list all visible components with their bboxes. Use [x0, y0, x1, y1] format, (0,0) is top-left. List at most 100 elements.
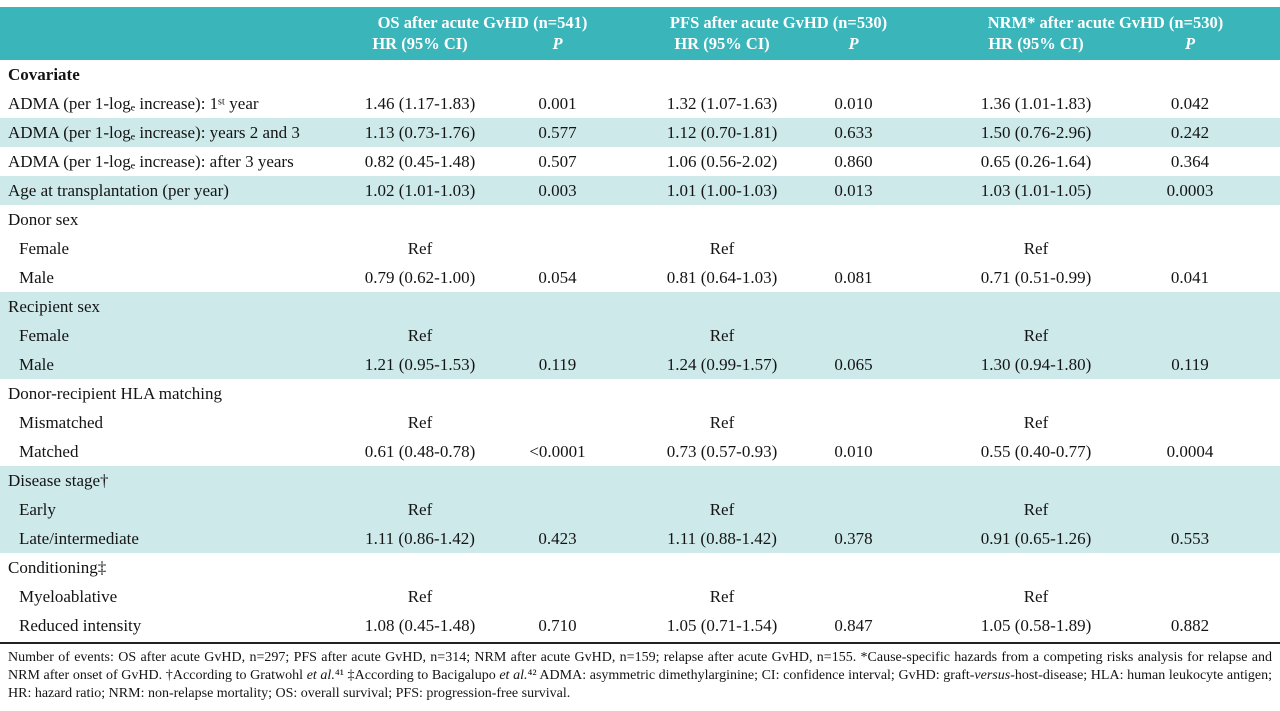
- pfs-hr-cell: 1.24 (0.99-1.57): [666, 354, 778, 374]
- nrm-hr-cell: 1.50 (0.76-2.96): [980, 122, 1092, 142]
- table-row: Age at transplantation (per year) 1.02 (…: [0, 176, 1280, 205]
- nrm-p-cell: 0.553: [1170, 528, 1210, 548]
- row-label: Donor-recipient HLA matching: [8, 383, 222, 403]
- nrm-hr-cell: 0.65 (0.26-1.64): [980, 151, 1092, 171]
- table-row: Male 1.21 (0.95-1.53) 0.119 1.24 (0.99-1…: [0, 350, 1280, 379]
- os-hr-cell: Ref: [407, 586, 433, 606]
- table-row: Reduced intensity 1.08 (0.45-1.48) 0.710…: [0, 611, 1280, 640]
- pfs-hr-cell: 1.05 (0.71-1.54): [666, 615, 778, 635]
- os-hr-header: HR (95% CI): [372, 34, 468, 53]
- nrm-p-cell: 0.242: [1170, 122, 1210, 142]
- os-hr-cell: 0.79 (0.62-1.00): [364, 267, 476, 287]
- table-row-group-conditioning: Conditioning‡: [0, 553, 1280, 582]
- table-row: ADMA (per 1-logₑ increase): after 3 year…: [0, 147, 1280, 176]
- pfs-hr-cell: 1.01 (1.00-1.03): [666, 180, 778, 200]
- row-label: Reduced intensity: [19, 615, 142, 635]
- os-hr-cell: 0.61 (0.48-0.78): [364, 441, 476, 461]
- nrm-hr-cell: Ref: [1023, 238, 1049, 258]
- pfs-hr-cell: Ref: [709, 325, 735, 345]
- table-row: Matched 0.61 (0.48-0.78) <0.0001 0.73 (0…: [0, 437, 1280, 466]
- nrm-hr-cell: 1.03 (1.01-1.05): [980, 180, 1092, 200]
- pfs-p-cell: 0.378: [834, 528, 873, 548]
- nrm-p-cell: 0.0003: [1166, 180, 1214, 200]
- pfs-hr-cell: 1.11 (0.88-1.42): [667, 528, 777, 548]
- table-row: Late/intermediate 1.11 (0.86-1.42) 0.423…: [0, 524, 1280, 553]
- pfs-hr-cell: 0.73 (0.57-0.93): [666, 441, 778, 461]
- nrm-hr-cell: 0.71 (0.51-0.99): [980, 267, 1092, 287]
- table-row: Mismatched Ref Ref Ref: [0, 408, 1280, 437]
- os-p-header: P: [552, 34, 563, 53]
- table-body: Covariate ADMA (per 1-logₑ increase): 1ˢ…: [0, 60, 1280, 640]
- table-row-group-recipient-sex: Recipient sex: [0, 292, 1280, 321]
- os-p-cell: 0.003: [538, 180, 577, 200]
- os-p-cell: 0.054: [538, 267, 577, 287]
- footnote-text: ⁴² ADMA: asymmetric dimethylarginine; CI…: [527, 668, 975, 683]
- os-hr-cell: Ref: [407, 412, 433, 432]
- os-p-cell: 0.119: [538, 354, 577, 374]
- col-group-os: OS after acute GvHD (n=541): [377, 13, 588, 32]
- os-hr-cell: 0.82 (0.45-1.48): [364, 151, 476, 171]
- footnote-etal: et al.: [306, 668, 335, 683]
- nrm-hr-cell: 0.91 (0.65-1.26): [980, 528, 1092, 548]
- pfs-hr-cell: Ref: [709, 238, 735, 258]
- nrm-p-cell: 0.041: [1170, 267, 1210, 287]
- table-row-covariate: Covariate: [0, 60, 1280, 89]
- footnote-versus: versus: [974, 668, 1011, 683]
- pfs-p-cell: 0.860: [834, 151, 873, 171]
- nrm-p-cell: 0.0004: [1166, 441, 1214, 461]
- table-row-group-donor-sex: Donor sex: [0, 205, 1280, 234]
- pfs-p-header: P: [848, 34, 859, 53]
- row-label: Early: [19, 499, 56, 519]
- row-label: Female: [19, 238, 70, 258]
- os-hr-cell: 1.11 (0.86-1.42): [365, 528, 475, 548]
- table-bottom-rule: [0, 642, 1280, 644]
- os-hr-cell: 1.08 (0.45-1.48): [364, 615, 476, 635]
- pfs-p-cell: 0.010: [834, 93, 873, 113]
- os-p-cell: 0.710: [538, 615, 577, 635]
- row-label: ADMA (per 1-logₑ increase): after 3 year…: [8, 151, 294, 171]
- footnote-text: Number of events: OS after acute GvHD, n…: [8, 650, 1272, 683]
- os-hr-cell: 1.46 (1.17-1.83): [364, 93, 476, 113]
- table-row: Early Ref Ref Ref: [0, 495, 1280, 524]
- os-p-cell: 0.577: [538, 122, 577, 142]
- nrm-p-cell: 0.119: [1171, 354, 1209, 374]
- row-label: Recipient sex: [8, 296, 101, 316]
- row-label: Myeloablative: [19, 586, 118, 606]
- os-p-cell: 0.507: [538, 151, 577, 171]
- table-row: ADMA (per 1-logₑ increase): years 2 and …: [0, 118, 1280, 147]
- row-label: ADMA (per 1-logₑ increase): 1ˢᵗ year: [8, 93, 259, 113]
- os-hr-cell: Ref: [407, 325, 433, 345]
- pfs-p-cell: 0.010: [834, 441, 873, 461]
- row-label: Matched: [19, 441, 79, 461]
- nrm-p-header: P: [1184, 34, 1196, 53]
- pfs-p-cell: 0.081: [834, 267, 873, 287]
- os-p-cell: 0.001: [538, 93, 577, 113]
- pfs-hr-cell: 1.12 (0.70-1.81): [666, 122, 778, 142]
- pfs-p-cell: 0.013: [834, 180, 873, 200]
- table-row: Myeloablative Ref Ref Ref: [0, 582, 1280, 611]
- pfs-hr-cell: 1.06 (0.56-2.02): [666, 151, 778, 171]
- pfs-hr-cell: Ref: [709, 412, 735, 432]
- col-group-pfs: PFS after acute GvHD (n=530): [669, 13, 888, 32]
- table-row: Female Ref Ref Ref: [0, 321, 1280, 350]
- nrm-hr-header: HR (95% CI): [988, 34, 1084, 53]
- row-label: Mismatched: [19, 412, 104, 432]
- nrm-hr-cell: Ref: [1023, 412, 1049, 432]
- nrm-hr-cell: 1.05 (0.58-1.89): [980, 615, 1092, 635]
- row-label: Conditioning‡: [8, 557, 107, 577]
- os-p-cell: 0.423: [538, 528, 577, 548]
- footnote-etal: et al.: [499, 668, 528, 683]
- pfs-p-cell: 0.065: [834, 354, 873, 374]
- row-label: ADMA (per 1-logₑ increase): years 2 and …: [8, 122, 300, 142]
- row-label: Covariate: [8, 64, 80, 84]
- row-label: Late/intermediate: [19, 528, 139, 548]
- row-label: Male: [19, 354, 54, 374]
- table-row: ADMA (per 1-logₑ increase): 1ˢᵗ year 1.4…: [0, 89, 1280, 118]
- nrm-hr-cell: Ref: [1023, 586, 1049, 606]
- nrm-hr-cell: 0.55 (0.40-0.77): [980, 441, 1092, 461]
- nrm-hr-cell: Ref: [1023, 325, 1049, 345]
- pfs-hr-cell: Ref: [709, 586, 735, 606]
- nrm-p-cell: 0.042: [1170, 93, 1210, 113]
- footnote: Number of events: OS after acute GvHD, n…: [0, 644, 1280, 703]
